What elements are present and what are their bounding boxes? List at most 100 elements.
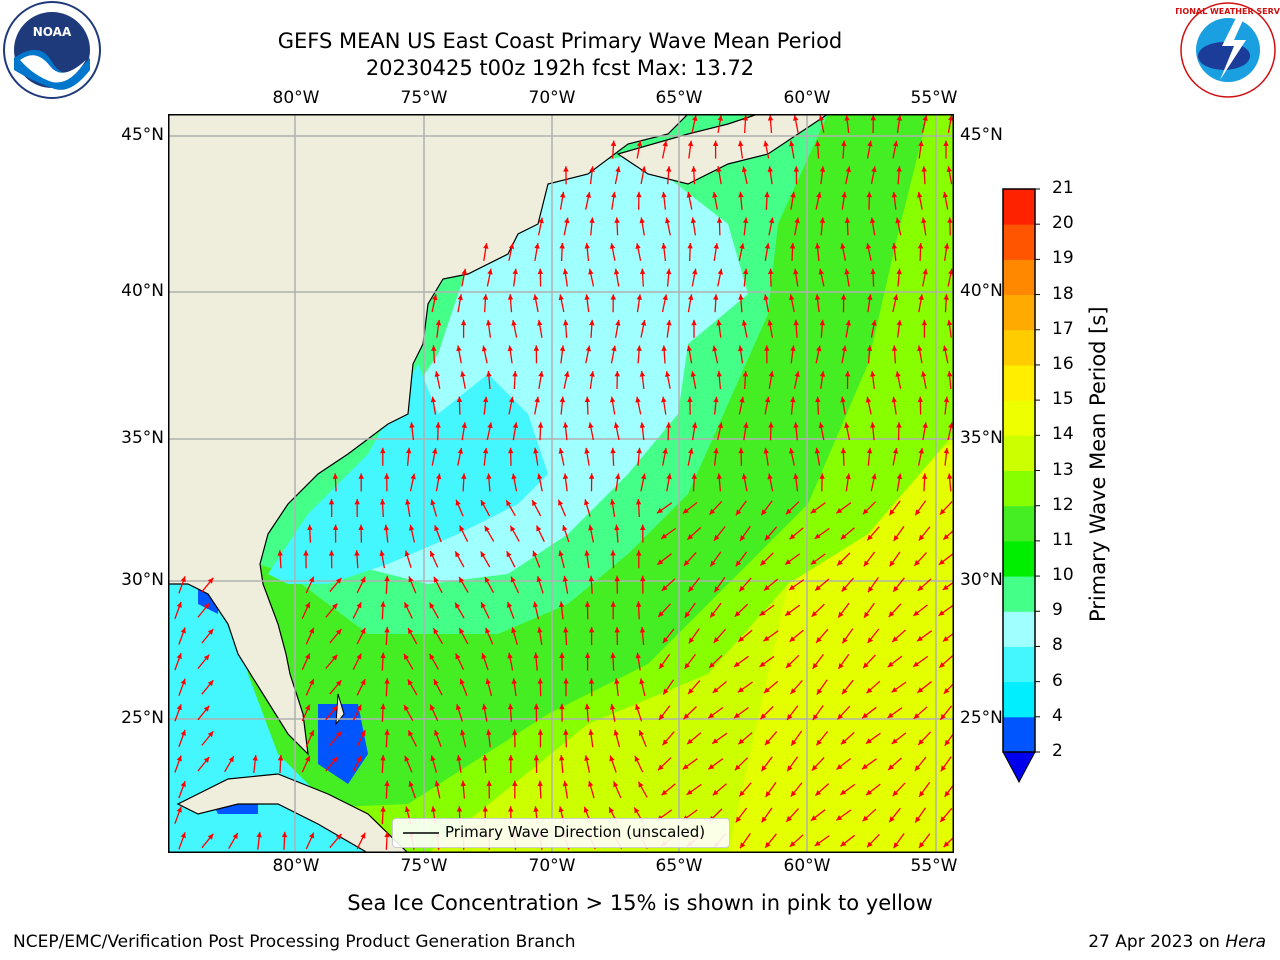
wave-arrow-head <box>786 816 792 822</box>
wave-arrow-head <box>658 611 664 617</box>
wave-arrow-head <box>356 704 362 711</box>
wave-arrow-head <box>460 371 466 377</box>
wave-arrow-head <box>435 319 442 326</box>
wave-arrow-head <box>406 447 412 454</box>
lon-label-top: 75°W <box>400 88 448 108</box>
wave-arrow-head <box>639 268 646 275</box>
wave-arrow-head <box>713 447 719 454</box>
wave-arrow-head <box>688 294 694 301</box>
wave-arrow-head <box>232 833 238 839</box>
wave-arrow-head <box>481 345 488 352</box>
wave-arrow-head <box>207 629 214 635</box>
sea-ice-note: Sea Ice Concentration > 15% is shown in … <box>347 891 933 915</box>
wave-arrow-head <box>639 422 646 428</box>
wave-arrow-head <box>562 473 569 480</box>
wave-arrow-head <box>659 663 665 669</box>
wave-arrow-head <box>610 447 616 454</box>
wave-arrow-head <box>538 217 544 224</box>
wave-arrow-head <box>793 268 799 275</box>
wave-arrow-head <box>610 499 616 505</box>
lon-label-top: 60°W <box>783 88 831 108</box>
wave-arrow-head <box>408 576 414 583</box>
colorbar-tick-label: 11 <box>1052 529 1074 550</box>
wave-arrow-head <box>942 584 949 590</box>
colorbar-tick-label: 19 <box>1052 248 1074 269</box>
wave-arrow-head <box>789 533 796 540</box>
wave-arrow-head <box>887 661 894 668</box>
wave-arrow-head <box>742 371 749 377</box>
wave-arrow-head <box>335 680 342 687</box>
wave-arrow-head <box>456 345 462 352</box>
colorbar-segment <box>1003 540 1035 577</box>
wave-arrow-head <box>690 371 696 377</box>
wave-arrow-head <box>761 509 767 516</box>
wave-arrow-head <box>863 560 870 567</box>
wave-arrow-head <box>176 806 182 813</box>
wave-arrow-head <box>712 345 718 352</box>
wave-arrow-head <box>536 576 542 583</box>
wave-arrow-head <box>767 473 773 480</box>
wave-arrow-head <box>717 115 723 121</box>
straits-period-3 <box>318 704 368 784</box>
wave-arrow-head <box>380 652 386 659</box>
wave-arrow-head <box>922 268 928 275</box>
wave-arrow-head <box>944 790 950 797</box>
wave-arrow-head <box>640 575 646 582</box>
wave-arrow-head <box>562 780 569 787</box>
wave-arrow-head <box>460 729 466 736</box>
wave-arrow-head <box>943 534 950 540</box>
colorbar-segment <box>1003 329 1035 366</box>
wave-arrow-head <box>657 764 664 771</box>
wave-arrow-head <box>485 678 491 685</box>
wave-arrow-head <box>661 243 667 249</box>
wave-arrow-head <box>508 806 514 812</box>
wave-arrow-head <box>180 627 186 634</box>
wave-arrow-head <box>615 319 621 326</box>
wave-arrow-head <box>404 704 409 711</box>
wave-arrow-head <box>180 678 186 685</box>
wave-arrow-head <box>459 577 465 583</box>
map-frame <box>168 114 954 853</box>
wave-arrow-head <box>360 627 366 634</box>
wave-arrow-head <box>613 422 620 429</box>
wave-arrow-head <box>404 550 410 557</box>
wave-arrow-head <box>456 755 462 761</box>
wave-arrow-head <box>787 714 793 720</box>
wave-arrow-head <box>819 473 825 479</box>
wave-arrow-head <box>840 840 847 847</box>
wave-arrow-head <box>508 243 515 249</box>
wave-arrow-head <box>764 345 770 351</box>
wave-arrow-head <box>610 601 616 607</box>
wave-arrow-head <box>277 755 284 761</box>
wave-arrow-head <box>635 396 641 403</box>
wave-arrow-head <box>433 576 439 583</box>
wave-arrow-head <box>384 575 390 582</box>
wave-arrow-head <box>384 473 390 479</box>
wave-arrow-head <box>687 534 694 540</box>
wave-arrow-head <box>896 268 902 275</box>
wave-arrow-head <box>277 550 283 556</box>
wave-arrow-head <box>456 806 463 812</box>
wave-arrow-head <box>636 140 643 147</box>
wave-arrow-head <box>760 713 767 720</box>
wave-arrow-head <box>455 704 462 711</box>
wave-arrow-head <box>866 687 873 694</box>
wave-arrow-head <box>461 473 467 479</box>
wave-arrow-head <box>434 730 440 736</box>
wave-direction-arrows <box>174 114 954 850</box>
wave-arrow-head <box>256 831 262 838</box>
colorbar-segment <box>1003 576 1035 612</box>
wave-arrow-head <box>914 765 921 771</box>
wave-arrow-head <box>687 243 693 249</box>
wave-arrow-head <box>683 560 690 566</box>
wave-arrow-head <box>331 757 338 763</box>
wave-arrow-head <box>713 243 719 249</box>
wave-arrow-head <box>917 687 924 693</box>
wave-arrow-head <box>717 268 723 275</box>
wave-arrow-head <box>687 396 693 402</box>
wave-arrow-head <box>585 192 591 198</box>
wave-arrow-head <box>814 294 821 300</box>
wave-arrow-head <box>537 780 543 787</box>
wave-arrow-head <box>940 713 946 720</box>
wave-arrow-head <box>486 319 492 326</box>
